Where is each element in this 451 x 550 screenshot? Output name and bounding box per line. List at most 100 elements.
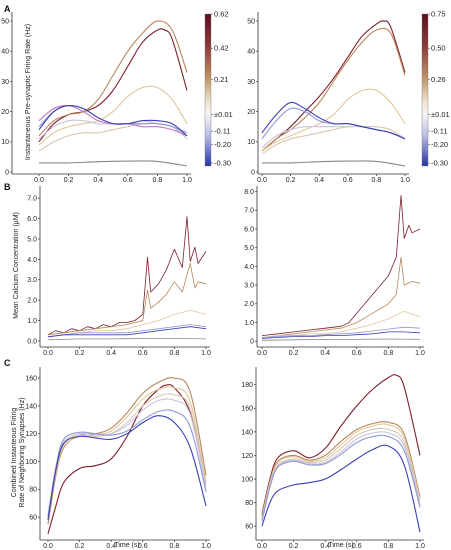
y-tick-label: 50 [1, 18, 9, 25]
x-tick-label: 0.4 [314, 177, 324, 184]
colorbar-label: -0.30 [431, 158, 448, 167]
chart-B-right: 0 1.0 2.0 3.0 4.0 5.0 6.0 7.0 8.0 0.0 0.2 0.4 0.6 0.8… [244, 186, 425, 357]
y-axis-label: Mean Calcium Concentration (µM) [13, 212, 20, 319]
x-tick-label: 0.6 [138, 350, 148, 357]
colorbar-label: ±0.01 [214, 110, 233, 119]
y-tick-label: 7.0 [244, 208, 254, 215]
x-tick-label: 1.0 [201, 350, 211, 357]
y-tick-label: 160 [241, 406, 253, 413]
series-line-6 [38, 104, 188, 137]
colorbar-label: 0.62 [214, 10, 229, 19]
x-tick-label: 0.8 [384, 350, 394, 357]
y-tick-label: 100 [241, 476, 253, 483]
x-tick-label: 0.2 [64, 177, 74, 184]
x-tick-label: 1.0 [201, 543, 211, 550]
x-tick-label: 0.4 [93, 177, 103, 184]
series-line-4 [261, 431, 421, 521]
x-tick-label: 0.8 [170, 350, 180, 357]
y-tick-label: 6.0 [244, 226, 254, 233]
y-tick-label: 80 [29, 487, 37, 494]
series-line-8 [38, 160, 188, 167]
x-axis-label: Time (s) [114, 542, 139, 549]
series-line-1 [47, 263, 207, 336]
colorbar-label: 0.75 [431, 10, 446, 19]
series-line-2 [47, 386, 207, 520]
series-line-4 [47, 398, 207, 518]
x-tick-label: 0.0 [34, 177, 44, 184]
x-tick-label: 0.4 [106, 350, 116, 357]
series-line-5 [47, 409, 207, 516]
x-tick-label: 0.8 [170, 543, 180, 550]
y-tick-label: 10 [247, 139, 255, 146]
y-tick-label: 120 [25, 431, 37, 438]
x-tick-label: 0.0 [257, 350, 267, 357]
series-line-3 [47, 324, 207, 338]
x-tick-label: 0.0 [257, 177, 267, 184]
x-tick-label: 1.0 [415, 350, 425, 357]
colorbar-label: -0.20 [214, 140, 231, 149]
y-axis-label: Instantaneous Pre-synaptic Firing Rate (… [25, 24, 32, 160]
colorbar-label: 0.50 [431, 44, 446, 53]
colorbar-label: -0.30 [214, 158, 231, 167]
colorbar [421, 13, 429, 167]
colorbar-label: -0.11 [214, 127, 231, 136]
x-tick-label: 0.4 [320, 543, 330, 550]
series-line-1 [261, 421, 421, 517]
colorbar-label: 0.26 [431, 75, 446, 84]
colorbar-label: 0.42 [214, 44, 229, 53]
y-tick-label: 140 [25, 403, 37, 410]
chart-C-left: 60 80 100 120 140 160 0.0 0.2 0.4 0.6 0.8 1.0 Combin… [11, 367, 211, 550]
y-tick-label: 5.0 [244, 245, 254, 252]
y-tick-label: 0.0 [27, 338, 37, 345]
x-tick-label: 0.6 [343, 177, 353, 184]
y-tick-label: 0 [251, 169, 255, 176]
colorbar-label: -0.11 [431, 127, 448, 136]
x-tick-label: 0.6 [352, 543, 362, 550]
x-tick-label: 0.4 [106, 543, 116, 550]
y-tick-label: 0 [250, 339, 254, 346]
chart-C-right: 60 80 100 120 140 160 180 0.0 0.2 0.4 0.6 0.8 1.0 Tim… [241, 367, 425, 550]
x-tick-label: 0.0 [257, 543, 267, 550]
series-line-4 [47, 326, 207, 338]
y-tick-label: 40 [1, 49, 9, 56]
y-tick-label: 40 [247, 49, 255, 56]
series-line-2 [38, 85, 188, 146]
y-tick-label: 2.0 [244, 301, 254, 308]
panel-label-b: B [4, 182, 11, 192]
x-axis-label: Time (s) [328, 542, 353, 549]
y-tick-label: 20 [1, 109, 9, 116]
y-tick-label: 3.0 [27, 277, 37, 284]
series-line-0 [261, 195, 421, 336]
series-line-2 [261, 423, 421, 519]
y-tick-label: 1.0 [27, 318, 37, 325]
y-tick-label: 2.0 [27, 298, 37, 305]
series-line-5 [261, 338, 421, 341]
x-tick-label: 0.6 [352, 350, 362, 357]
series-line-0 [47, 216, 207, 336]
panel-label-a: A [4, 4, 11, 14]
colorbar-label: 0.21 [214, 75, 229, 84]
series-line-3 [261, 427, 421, 520]
y-tick-label: 100 [25, 459, 37, 466]
x-tick-label: 1.0 [400, 177, 410, 184]
y-tick-label: 180 [241, 382, 253, 389]
colorbar-label: -0.20 [431, 140, 448, 149]
x-tick-label: 0.4 [320, 350, 330, 357]
series-line-5 [47, 338, 207, 341]
y-tick-label: 5.0 [27, 236, 37, 243]
x-tick-label: 0.6 [123, 177, 133, 184]
y-tick-label: 6.0 [27, 216, 37, 223]
series-line-0 [261, 374, 421, 515]
chart-A-left: 0 10 20 30 40 50 0.0 0.2 0.4 0.6 0.8 1.0 Instantaneo… [1, 10, 233, 185]
x-tick-label: 0.8 [153, 177, 163, 184]
y-tick-label: 140 [241, 429, 253, 436]
x-tick-label: 0.2 [75, 543, 85, 550]
series-line-7 [261, 160, 406, 167]
y-tick-label: 0 [5, 169, 9, 176]
x-tick-label: 0.2 [289, 350, 299, 357]
y-tick-label: 60 [245, 524, 253, 531]
y-tick-label: 80 [245, 500, 253, 507]
y-tick-label: 1.0 [244, 320, 254, 327]
series-line-2 [261, 88, 406, 152]
